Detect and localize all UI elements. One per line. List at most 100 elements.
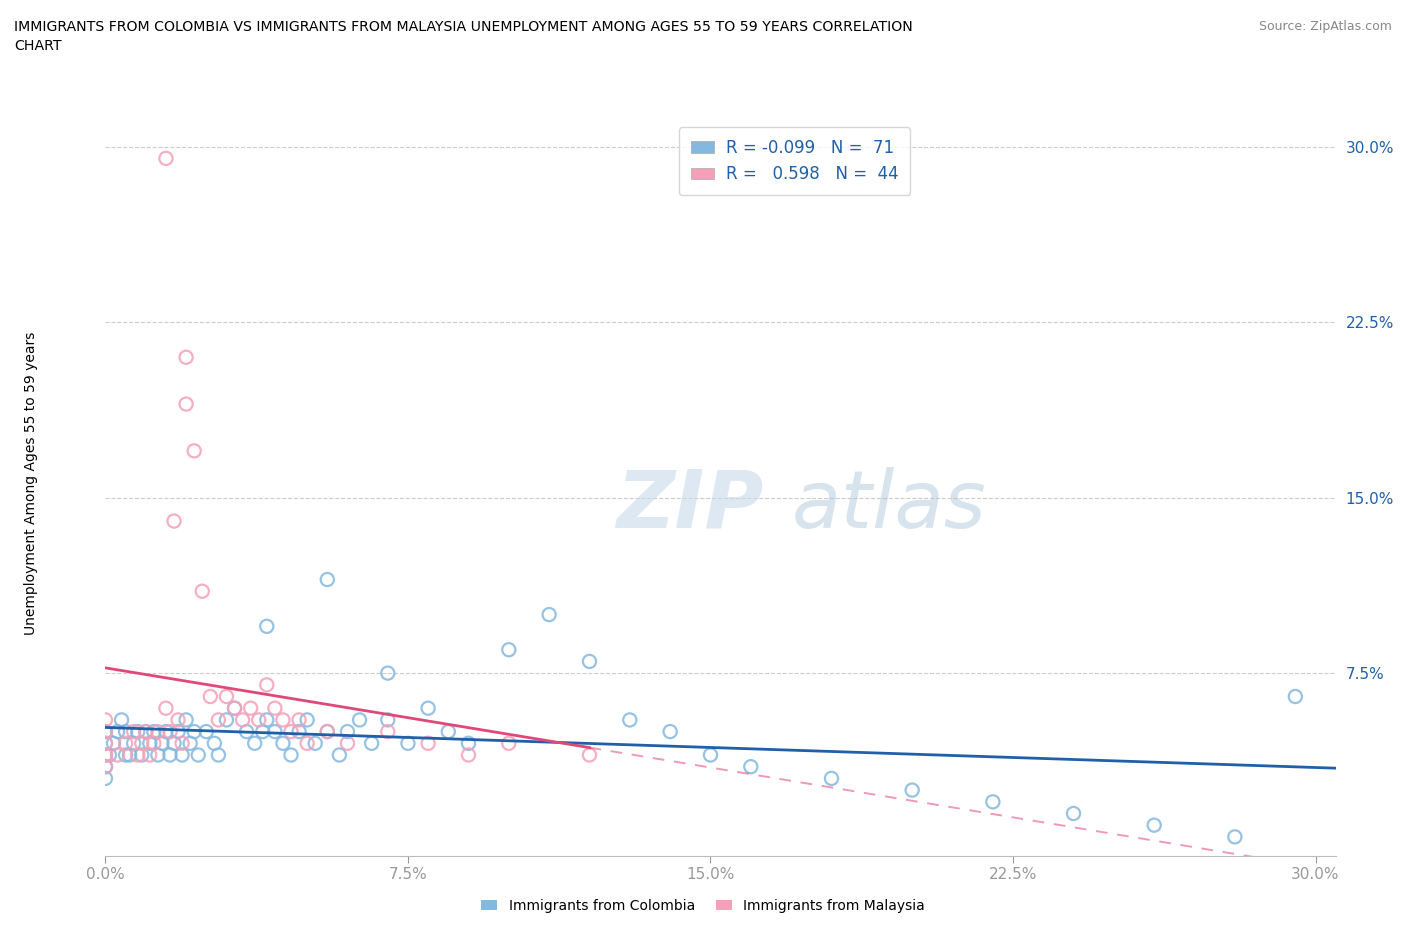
Text: atlas: atlas [792, 467, 987, 545]
Point [295, 736, 318, 751]
Point [207, 748, 229, 763]
Point [377, 724, 399, 739]
Point [131, 736, 153, 751]
Point [457, 748, 479, 763]
Point [114, 748, 136, 763]
Point [328, 748, 350, 763]
Point [336, 724, 359, 739]
Point [107, 748, 129, 763]
Point [159, 748, 181, 763]
Point [122, 724, 145, 739]
Point [98, 748, 121, 763]
Point [1223, 830, 1246, 844]
Point [94, 712, 117, 727]
Point [256, 712, 278, 727]
Point [142, 724, 165, 739]
Point [224, 701, 246, 716]
Point [901, 783, 924, 798]
Point [280, 748, 302, 763]
Point [172, 748, 194, 763]
Point [94, 771, 117, 786]
Point [740, 759, 762, 774]
Point [316, 724, 339, 739]
Point [1063, 806, 1085, 821]
Point [187, 748, 209, 763]
Point [94, 736, 117, 751]
Point [498, 736, 520, 751]
Point [155, 724, 177, 739]
Point [207, 712, 229, 727]
Point [377, 712, 399, 727]
Point [139, 736, 162, 751]
Point [94, 724, 117, 739]
Point [139, 748, 162, 763]
Point [114, 724, 136, 739]
Point [256, 677, 278, 692]
Point [127, 724, 149, 739]
Point [247, 712, 270, 727]
Point [94, 759, 117, 774]
Point [94, 724, 117, 739]
Point [94, 759, 117, 774]
Point [103, 736, 125, 751]
Text: IMMIGRANTS FROM COLOMBIA VS IMMIGRANTS FROM MALAYSIA UNEMPLOYMENT AMONG AGES 55 : IMMIGRANTS FROM COLOMBIA VS IMMIGRANTS F… [14, 20, 912, 34]
Point [191, 584, 214, 599]
Point [94, 736, 117, 751]
Point [263, 701, 285, 716]
Point [110, 712, 132, 727]
Point [94, 748, 117, 763]
Point [163, 736, 186, 751]
Point [200, 689, 222, 704]
Point [304, 736, 326, 751]
Point [114, 736, 136, 751]
Point [174, 396, 197, 411]
Text: ZIP: ZIP [616, 467, 763, 545]
Point [396, 736, 419, 751]
Point [271, 736, 294, 751]
Point [146, 724, 169, 739]
Point [1143, 817, 1166, 832]
Point [280, 724, 302, 739]
Legend: R = -0.099   N =  71, R =   0.598   N =  44: R = -0.099 N = 71, R = 0.598 N = 44 [679, 127, 910, 195]
Point [619, 712, 641, 727]
Point [142, 736, 165, 751]
Point [232, 712, 254, 727]
Point [167, 712, 190, 727]
Point [239, 701, 262, 716]
Point [183, 444, 205, 458]
Point [122, 736, 145, 751]
Point [172, 736, 194, 751]
Point [271, 712, 294, 727]
Point [146, 748, 169, 763]
Point [288, 724, 311, 739]
Point [360, 736, 382, 751]
Text: Source: ZipAtlas.com: Source: ZipAtlas.com [1258, 20, 1392, 33]
Point [316, 724, 339, 739]
Point [1284, 689, 1306, 704]
Point [179, 736, 201, 751]
Point [118, 748, 141, 763]
Point [107, 724, 129, 739]
Point [288, 712, 311, 727]
Point [215, 712, 238, 727]
Point [174, 350, 197, 365]
Point [457, 736, 479, 751]
Point [215, 689, 238, 704]
Point [183, 724, 205, 739]
Point [224, 701, 246, 716]
Legend: Immigrants from Colombia, Immigrants from Malaysia: Immigrants from Colombia, Immigrants fro… [475, 894, 931, 919]
Point [981, 794, 1004, 809]
Point [578, 654, 600, 669]
Point [295, 712, 318, 727]
Point [131, 748, 153, 763]
Point [167, 724, 190, 739]
Point [418, 736, 440, 751]
Point [150, 736, 173, 751]
Point [135, 724, 157, 739]
Point [252, 724, 274, 739]
Point [578, 748, 600, 763]
Point [195, 724, 218, 739]
Point [377, 666, 399, 681]
Point [163, 513, 186, 528]
Point [820, 771, 842, 786]
